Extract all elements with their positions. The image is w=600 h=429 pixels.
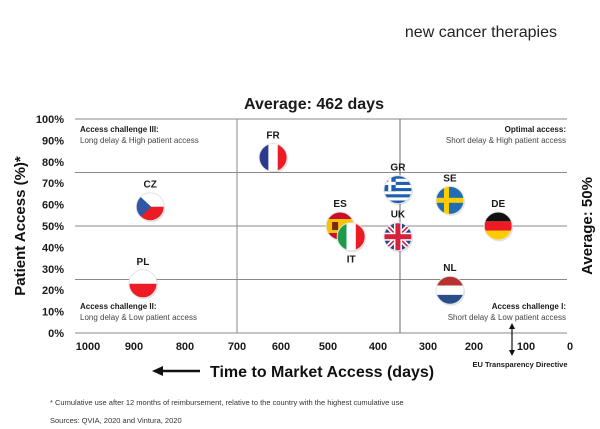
y-tick-label: 100% xyxy=(36,114,64,126)
flag-it-icon xyxy=(337,222,366,251)
data-point-fr: FR xyxy=(258,131,289,174)
country-label: GR xyxy=(390,163,406,174)
x-axis-ticks: 1000 900 800 700 600 500 400 300 200 100 0 xyxy=(76,341,573,353)
flag-border xyxy=(383,222,413,252)
y-axis-label: Patient Access (%)* xyxy=(12,156,29,296)
x-tick-label: 0 xyxy=(567,341,573,353)
data-point-pl: PL xyxy=(128,257,158,300)
data-point-cz: CZ xyxy=(135,180,166,223)
quadrant-subtitle: Long delay & Low patient access xyxy=(80,313,197,322)
x-tick-label: 500 xyxy=(319,341,337,353)
country-label: UK xyxy=(391,210,406,221)
flag-de-icon xyxy=(484,212,513,240)
y-tick-label: 70% xyxy=(42,178,64,190)
x-tick-label: 300 xyxy=(419,341,437,353)
flag-pl-icon xyxy=(128,269,157,298)
y-tick-label: 0% xyxy=(48,328,64,340)
flag-border xyxy=(483,211,513,241)
data-points: FR CZ PL ES IT GR UK SE DE NL xyxy=(128,131,514,306)
flag-fr-icon xyxy=(259,143,288,172)
country-label: PL xyxy=(137,257,150,268)
eu-transparency-label: EU Transparency Directive xyxy=(472,360,567,369)
eu-transparency-annotation: EU Transparency Directive xyxy=(472,323,568,369)
country-label: SE xyxy=(443,173,457,184)
data-point-de: DE xyxy=(483,199,514,242)
quadrant-title: Optimal access: xyxy=(505,125,566,134)
data-point-nl: NL xyxy=(435,263,465,306)
flag-nl-icon xyxy=(435,276,464,305)
quadrant-labels: Access challenge III: Long delay & High p… xyxy=(80,125,566,322)
flag-gr-icon xyxy=(383,175,412,204)
page-subtitle: new cancer therapies xyxy=(404,24,557,41)
x-tick-label: 700 xyxy=(228,341,246,353)
country-label: CZ xyxy=(144,180,157,191)
y-axis-ticks: 0% 10% 20% 30% 40% 50% 60% 70% 80% 90% 100% xyxy=(36,114,64,340)
country-label: ES xyxy=(333,199,347,210)
quadrant-title: Access challenge II: xyxy=(80,302,156,311)
x-tick-label: 400 xyxy=(369,341,387,353)
x-tick-label: 800 xyxy=(176,341,194,353)
y-tick-label: 40% xyxy=(42,242,64,254)
flag-border xyxy=(435,185,465,215)
right-average-label: Average: 50% xyxy=(579,177,596,275)
flag-border xyxy=(383,175,413,205)
flag-border xyxy=(336,222,366,252)
y-tick-label: 50% xyxy=(42,221,64,233)
y-tick-label: 90% xyxy=(42,135,64,147)
flag-border xyxy=(435,275,465,305)
x-axis-label: Time to Market Access (days) xyxy=(210,364,434,381)
x-tick-label: 1000 xyxy=(76,341,100,353)
flag-border xyxy=(128,269,158,299)
x-tick-label: 100 xyxy=(517,341,535,353)
x-tick-label: 600 xyxy=(272,341,290,353)
quadrant-subtitle: Long delay & High patient access xyxy=(80,136,199,145)
y-tick-label: 10% xyxy=(42,307,64,319)
flag-uk-icon xyxy=(383,222,412,251)
data-point-se: SE xyxy=(435,173,465,216)
flag-cz-icon xyxy=(136,192,165,221)
quadrant-title: Access challenge I: xyxy=(492,302,566,311)
data-point-uk: UK xyxy=(383,210,413,253)
flag-se-icon xyxy=(435,186,464,215)
country-label: DE xyxy=(491,199,505,210)
country-label: FR xyxy=(266,131,280,142)
y-tick-label: 30% xyxy=(42,264,64,276)
x-tick-label: 900 xyxy=(125,341,143,353)
flag-border xyxy=(135,192,165,222)
y-tick-label: 80% xyxy=(42,157,64,169)
data-point-it: IT xyxy=(336,222,367,266)
flag-border xyxy=(258,143,288,173)
footnote: * Cumulative use after 12 months of reim… xyxy=(50,398,404,407)
left-arrow-icon xyxy=(152,366,200,376)
sources: Sources: QVIA, 2020 and Vintura, 2020 xyxy=(50,416,182,425)
y-tick-label: 60% xyxy=(42,200,64,212)
quadrant-title: Access challenge III: xyxy=(80,125,159,134)
country-label: NL xyxy=(443,263,456,274)
quadrant-subtitle: Short delay & Low patient access xyxy=(448,313,566,322)
x-tick-label: 200 xyxy=(465,341,483,353)
country-label: IT xyxy=(347,255,356,266)
chart-title-average-days: Average: 462 days xyxy=(244,96,384,113)
y-tick-label: 20% xyxy=(42,285,64,297)
data-point-gr: GR xyxy=(383,163,413,206)
quadrant-subtitle: Short delay & High patient access xyxy=(446,136,566,145)
